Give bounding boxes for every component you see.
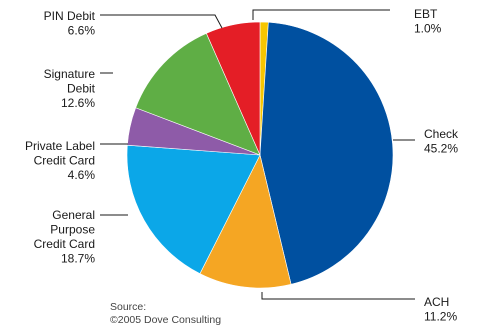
- slice-name-general-purpose-credit-card: Purpose: [50, 223, 95, 237]
- slice-name-private-label-credit-card: Private Label: [25, 139, 95, 153]
- slice-label-general-purpose-credit-card: General Purpose Credit Card 18.7%: [34, 208, 96, 266]
- slice-name-signature-debit: Debit: [67, 82, 96, 96]
- slice-name-signature-debit: Signature: [44, 67, 96, 81]
- slice-value-check: 45.2%: [424, 142, 458, 156]
- leader-line-ebt: [252, 9, 390, 20]
- slice-label-ach: ACH 11.2%: [424, 295, 457, 324]
- source-note: Source: ©2005 Dove Consulting: [110, 301, 221, 326]
- slice-name-ach: ACH: [424, 295, 449, 309]
- pie-slice-general-purpose-credit-card: [126, 144, 261, 275]
- pie-slices: [126, 21, 394, 289]
- slice-value-signature-debit: 12.6%: [61, 96, 95, 110]
- source-line: ©2005 Dove Consulting: [110, 314, 221, 326]
- slice-labels: EBT 1.0%Check 45.2%ACH 11.2%General Purpose C…: [25, 7, 459, 324]
- slice-label-private-label-credit-card: Private Label Credit Card 4.6%: [25, 139, 95, 182]
- slice-value-general-purpose-credit-card: 18.7%: [61, 252, 95, 266]
- leader-line-pin-debit: [100, 14, 223, 29]
- slice-name-private-label-credit-card: Credit Card: [34, 154, 95, 168]
- slice-name-pin-debit: PIN Debit: [44, 9, 96, 23]
- pie-slice-ach: [199, 154, 292, 289]
- slice-name-general-purpose-credit-card: Credit Card: [34, 237, 95, 251]
- source-line: Source:: [110, 301, 146, 313]
- leader-line-ach: [261, 292, 415, 300]
- slice-label-check: Check 45.2%: [424, 127, 459, 156]
- slice-name-check: Check: [424, 127, 459, 141]
- slice-name-ebt: EBT: [414, 7, 438, 21]
- slice-value-ach: 11.2%: [424, 310, 457, 324]
- slice-label-ebt: EBT 1.0%: [414, 7, 442, 36]
- pie-slice-pin-debit: [205, 21, 261, 156]
- leader-lines: [100, 9, 415, 300]
- slice-value-private-label-credit-card: 4.6%: [68, 168, 96, 182]
- slice-value-ebt: 1.0%: [414, 22, 442, 36]
- pie-slice-signature-debit: [135, 32, 261, 156]
- slice-label-pin-debit: PIN Debit 6.6%: [44, 9, 96, 38]
- pie-slice-check: [259, 21, 394, 285]
- slice-value-pin-debit: 6.6%: [68, 24, 96, 38]
- slice-name-general-purpose-credit-card: General: [52, 208, 95, 222]
- slice-label-signature-debit: Signature Debit 12.6%: [44, 67, 96, 110]
